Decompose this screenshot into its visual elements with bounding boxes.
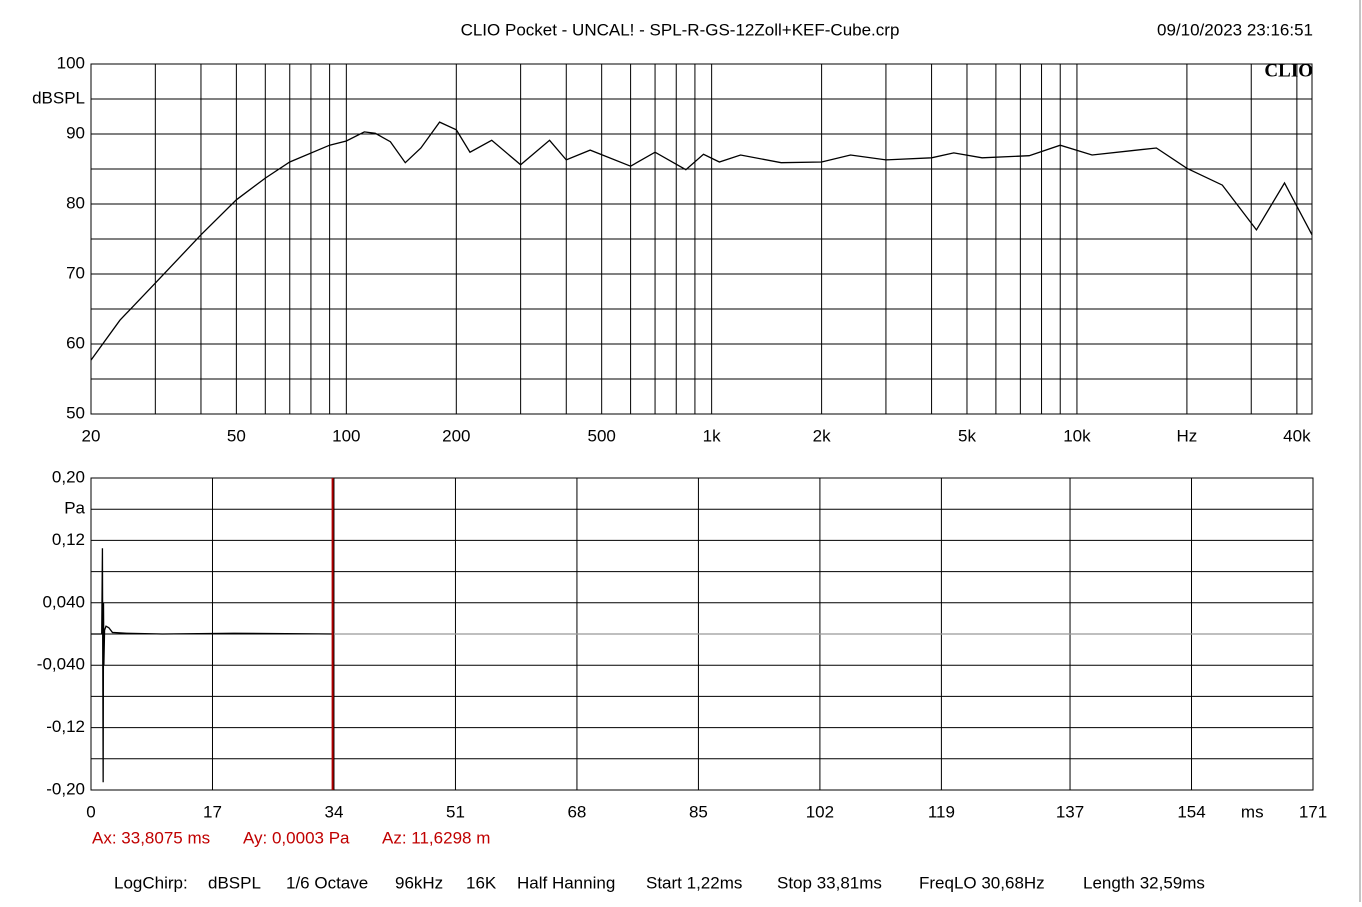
y-tick-label: -0,040 bbox=[37, 655, 85, 674]
x-tick-label: 119 bbox=[928, 802, 955, 821]
x-tick-label: 154 bbox=[1177, 802, 1205, 821]
x-axis-label: Hz bbox=[1177, 426, 1198, 445]
footer-item: 1/6 Octave bbox=[286, 873, 368, 892]
x-tick-label: 68 bbox=[567, 802, 586, 821]
footer-item: dBSPL bbox=[208, 873, 261, 892]
y-tick-label: 0,12 bbox=[52, 530, 85, 549]
cursor-text: Az: 11,6298 m bbox=[382, 828, 490, 847]
x-tick-label: 20 bbox=[82, 426, 101, 445]
footer-item: 96kHz bbox=[395, 873, 443, 892]
x-tick-label: 0 bbox=[86, 802, 95, 821]
x-tick-label: 500 bbox=[587, 426, 615, 445]
x-axis-label: ms bbox=[1241, 802, 1264, 821]
footer-item: LogChirp: bbox=[114, 873, 188, 892]
plot-frame bbox=[90, 63, 1313, 415]
x-tick-label: 51 bbox=[446, 802, 465, 821]
x-tick-label: 2k bbox=[813, 426, 831, 445]
footer-item: Start 1,22ms bbox=[646, 873, 742, 892]
data-line bbox=[91, 548, 334, 783]
x-tick-label: 34 bbox=[325, 802, 344, 821]
x-tick-label: 171 bbox=[1299, 802, 1327, 821]
x-tick-label: 137 bbox=[1056, 802, 1084, 821]
x-tick-label: 102 bbox=[806, 802, 834, 821]
y-tick-label: 0,20 bbox=[52, 467, 85, 486]
cursor-text: Ax: 33,8075 ms bbox=[92, 828, 210, 847]
data-line bbox=[90, 121, 1313, 361]
logo: CLIO bbox=[1264, 60, 1313, 81]
y-axis-label: Pa bbox=[64, 499, 85, 518]
footer-item: Stop 33,81ms bbox=[777, 873, 882, 892]
x-tick-label: 5k bbox=[958, 426, 976, 445]
y-tick-label: -0,12 bbox=[46, 717, 85, 736]
cursor-text: Ay: 0,0003 Pa bbox=[243, 828, 350, 847]
x-tick-label: 40k bbox=[1283, 426, 1311, 445]
y-tick-label: 70 bbox=[66, 263, 85, 282]
x-tick-label: 85 bbox=[689, 802, 708, 821]
y-tick-label: -0,20 bbox=[46, 779, 85, 798]
y-axis-label: dBSPL bbox=[32, 88, 85, 107]
y-tick-label: 80 bbox=[66, 193, 85, 212]
y-tick-label: 60 bbox=[66, 333, 85, 352]
footer-item: FreqLO 30,68Hz bbox=[919, 873, 1045, 892]
title: CLIO Pocket - UNCAL! - SPL-R-GS-12Zoll+K… bbox=[461, 20, 900, 39]
y-tick-label: 0,040 bbox=[42, 592, 85, 611]
x-tick-label: 17 bbox=[203, 802, 222, 821]
y-tick-label: 100 bbox=[57, 53, 85, 72]
date: 09/10/2023 23:16:51 bbox=[1157, 20, 1313, 39]
footer-item: Length 32,59ms bbox=[1083, 873, 1205, 892]
x-tick-label: 200 bbox=[442, 426, 470, 445]
x-tick-label: 100 bbox=[332, 426, 360, 445]
y-tick-label: 90 bbox=[66, 123, 85, 142]
footer-item: Half Hanning bbox=[517, 873, 615, 892]
x-tick-label: 1k bbox=[703, 426, 721, 445]
x-tick-label: 50 bbox=[227, 426, 246, 445]
y-tick-label: 50 bbox=[66, 403, 85, 422]
x-tick-label: 10k bbox=[1063, 426, 1091, 445]
footer-item: 16K bbox=[466, 873, 497, 892]
